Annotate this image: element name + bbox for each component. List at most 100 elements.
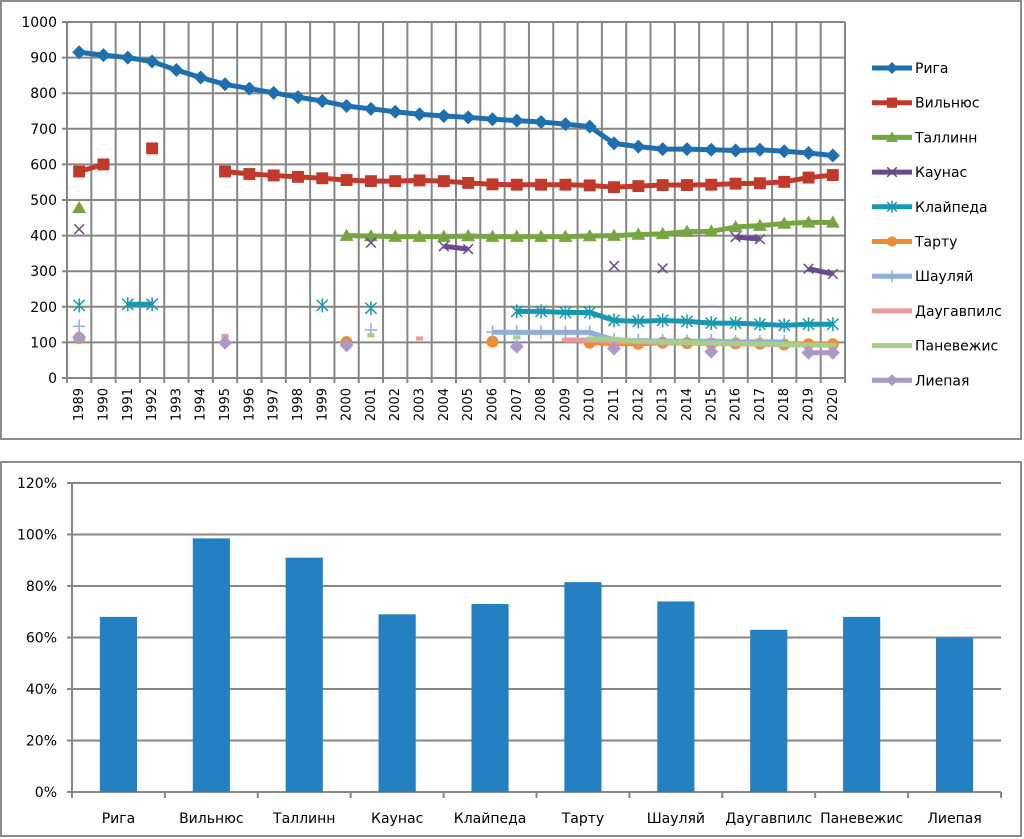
data-point [436, 108, 451, 123]
data-point [681, 179, 693, 191]
data-point [559, 325, 572, 340]
series-1 [73, 142, 839, 194]
series-line [735, 234, 761, 242]
x-tick-label: 1989 [72, 388, 87, 421]
bar [471, 604, 509, 792]
x-tick-label: 2006 [485, 388, 500, 421]
data-point [461, 110, 476, 125]
x-tick-label: 2014 [680, 388, 695, 421]
data-point [780, 342, 788, 347]
data-point [72, 200, 87, 214]
legend-label: Клайпеда [915, 200, 988, 216]
x-tick-label: Даугавпилс [725, 811, 812, 827]
data-point [266, 85, 281, 100]
y-axis-labels: 0 100 200 300 400 500 600 700 800 900 1000 [21, 15, 57, 387]
series-lines [72, 45, 840, 360]
data-point [219, 165, 231, 178]
data-point [461, 228, 476, 242]
data-point [534, 115, 549, 130]
data-point [510, 304, 523, 319]
y-tick-label: 80% [26, 579, 57, 595]
data-point [437, 175, 450, 188]
series-9 [72, 330, 840, 360]
data-point [752, 218, 767, 231]
data-point [364, 301, 378, 316]
y-tick-label: 60% [26, 631, 57, 647]
data-point [486, 325, 499, 340]
data-point [826, 169, 839, 182]
data-point [753, 177, 766, 190]
data-point [729, 316, 742, 331]
data-point [389, 175, 402, 188]
x-tick-label: Паневежис [820, 811, 903, 827]
data-point [683, 340, 691, 345]
x-tick-label: 1992 [145, 388, 160, 421]
data-point [631, 139, 646, 154]
data-point [145, 297, 159, 312]
data-point [509, 339, 524, 354]
y-tick-label: 900 [30, 51, 57, 67]
data-point [582, 119, 597, 134]
legend-marker [886, 200, 898, 213]
legend-item: Шауляй [872, 269, 973, 285]
data-point [825, 345, 840, 360]
bar [564, 582, 602, 792]
data-point [412, 229, 427, 242]
x-tick-label: Тарту [561, 811, 604, 827]
x-tick-label: 2005 [461, 388, 476, 421]
bar [657, 601, 695, 792]
series-line [516, 308, 833, 328]
data-point [561, 337, 570, 343]
data-point [825, 215, 840, 228]
legend-item: Рига [872, 61, 948, 77]
data-point [632, 180, 645, 193]
data-point [339, 228, 354, 241]
data-point [193, 70, 208, 85]
data-point [292, 170, 304, 183]
bar [843, 616, 881, 792]
data-point [802, 317, 815, 332]
data-point [607, 228, 622, 241]
data-point [728, 220, 743, 233]
bar-chart-panel: 0% 20% 40% 60% 80% 100% 120% Рига Вильнюс Таллинн… [0, 461, 1022, 837]
legend-label: Вильнюс [915, 96, 980, 112]
data-point [365, 237, 377, 249]
data-point [829, 343, 837, 348]
data-point [729, 177, 742, 190]
legend-item: Клайпеда [872, 200, 988, 216]
data-point [290, 90, 305, 105]
data-point [802, 171, 815, 184]
data-point [316, 172, 329, 185]
data-point [801, 146, 816, 161]
data-point [462, 243, 474, 255]
legend-label: Паневежис [915, 339, 998, 355]
data-point [778, 318, 791, 333]
data-point [120, 50, 135, 65]
y-axis-labels: 0% 20% 40% 60% 80% 100% 120% [17, 476, 57, 801]
bar-chart: 0% 20% 40% 60% 80% 100% 120% Рига Вильнюс Таллинн… [17, 476, 1002, 827]
y-tick-label: 100 [30, 335, 57, 351]
data-point [339, 99, 354, 114]
data-point [631, 227, 646, 240]
series-line [807, 266, 834, 277]
data-point [825, 148, 840, 163]
data-point [218, 77, 233, 92]
data-point [535, 178, 548, 191]
data-point [72, 330, 87, 345]
data-point [704, 344, 719, 359]
data-point [608, 181, 620, 194]
data-point [438, 240, 450, 252]
legend-marker [886, 97, 898, 108]
y-tick-label: 0 [48, 371, 57, 387]
data-point [801, 345, 816, 360]
series-line [443, 243, 469, 252]
data-point [680, 314, 694, 329]
data-point [753, 317, 767, 332]
x-tick-label: 2017 [753, 388, 768, 421]
x-tick-label: 2001 [364, 388, 379, 421]
series-0 [72, 45, 840, 163]
y-tick-label: 500 [30, 193, 57, 209]
data-point [583, 305, 596, 320]
data-point [657, 263, 668, 274]
data-point [752, 142, 767, 157]
